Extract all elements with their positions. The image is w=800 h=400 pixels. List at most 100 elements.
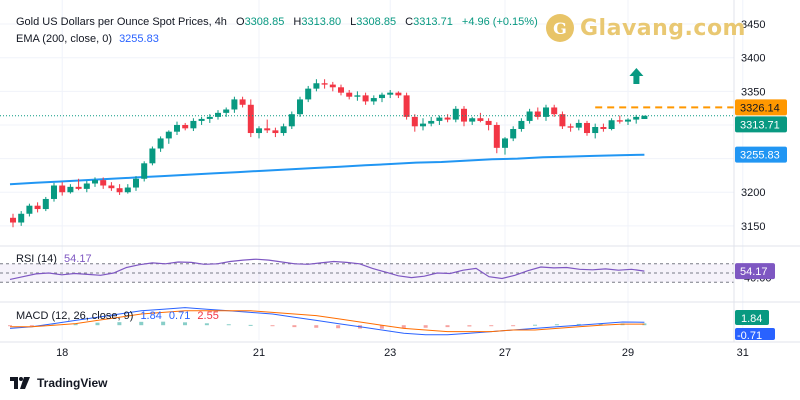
candle-body [321,83,328,85]
candle-body [231,99,238,110]
macd-histogram-bar [423,325,428,328]
candle-body [362,95,369,102]
high-value: 3313.80 [301,16,342,28]
macd-histogram-bar [292,325,297,328]
candle-body [370,98,377,102]
chart-title: Gold US Dollars per Ounce Spot Prices, 4… [16,16,227,28]
candle-body [305,88,312,100]
candle-body [116,188,123,193]
close-value: 3313.71 [413,16,453,28]
price-label-bg [735,99,787,116]
rsi-value: 54.17 [64,253,92,265]
rsi-legend: RSI (14) 54.17 [16,252,92,266]
price-label-text: 3313.71 [740,119,780,131]
candle-body [141,163,148,179]
candle-body [190,120,197,129]
candle-body [338,87,344,93]
macd-legend: MACD (12, 26, close, 9) 1.84 0.71 2.55 [16,309,219,323]
macd-histogram-bar [161,321,166,326]
candles-group[interactable] [10,79,648,228]
price-tick-label: 3150 [741,221,765,233]
candle-body [92,180,98,184]
candle-body [157,138,164,149]
watermark-text: Glavang.com [580,15,746,41]
candle-body [543,107,549,117]
time-tick-label: 18 [56,347,68,359]
candle-body [280,126,287,134]
candle-body [485,120,492,125]
candle-body [256,128,262,134]
macd-line [9,307,645,336]
tradingview-logo[interactable]: TradingView [10,376,107,390]
macd-histogram-bar [598,323,603,326]
candle-body [42,198,49,210]
macd-histogram-bar [554,324,559,326]
price-axis: 31503200325033003350340034503326.143313.… [733,0,787,342]
candle-body [559,114,566,127]
macd-histogram-bar [95,322,100,326]
macd-histogram-bar [117,322,122,326]
candle-body [403,95,410,117]
candle-body [584,122,590,134]
candle-body [83,183,90,189]
rsi-pane: 40.0054.17 [0,245,800,285]
up-arrow-icon-group [629,68,644,84]
candle-body [600,126,607,129]
low-value: 3308.85 [356,16,397,28]
time-axis: 182123272931Jun [0,341,800,359]
candle-body [247,104,254,134]
candle-body [34,205,41,210]
open-key: O [236,16,245,28]
price-tick-label: 3350 [741,86,765,98]
candle-body [625,119,631,122]
candle-body [452,108,459,120]
signal-value: 0.71 [168,310,191,322]
candle-body [165,131,172,139]
candle-body [206,116,213,119]
macd-histogram-bar [314,325,319,328]
ohlc-legend: Gold US Dollars per Ounce Spot Prices, 4… [16,15,538,29]
price-label-bg [735,116,787,133]
tradingview-icon [10,377,30,389]
candle-body [469,118,476,122]
candle-body [387,92,394,95]
signal-price-label-bg [735,328,775,340]
signal-price-label-text: -0.71 [737,330,762,342]
macd-histogram-bar [8,325,12,327]
candle-body [18,213,25,223]
ema-line [9,153,645,186]
candle-body [124,187,131,193]
price-label-bg [735,146,787,163]
candle-body [608,120,615,129]
tradingview-text: TradingView [37,376,108,390]
rsi-price-label-bg [735,263,775,280]
candle-body [493,124,500,148]
candle-body [461,108,467,122]
candle-body [641,115,648,120]
candle-body [395,92,402,96]
time-tick-label: 23 [384,347,396,359]
candle-body [149,148,156,164]
candle-body [518,120,525,129]
candle-body [26,205,33,214]
candle-body [329,84,336,88]
watermark: G Glavang.com [546,14,746,42]
macd-histogram-bar [226,324,231,326]
change-value: +4.96 (+0.15%) [461,16,538,28]
macd-histogram-bar [73,323,78,326]
macd-histogram-bar [445,325,450,328]
macd-histogram-bar [248,324,253,326]
candle-body [313,83,320,89]
ema-label: EMA (200, close, 0) [16,33,112,45]
candle-body [59,185,66,193]
low-key: L [350,16,357,28]
candle-body [297,99,303,115]
macd-histogram-bar [489,325,494,327]
candle-body [526,111,533,121]
macd-pane: 1.84 -0.71 [0,301,800,342]
candle-body [477,118,484,121]
candle-body [354,95,361,97]
macd-histogram-bar [401,325,406,329]
price-tick-label: 3400 [741,53,765,65]
